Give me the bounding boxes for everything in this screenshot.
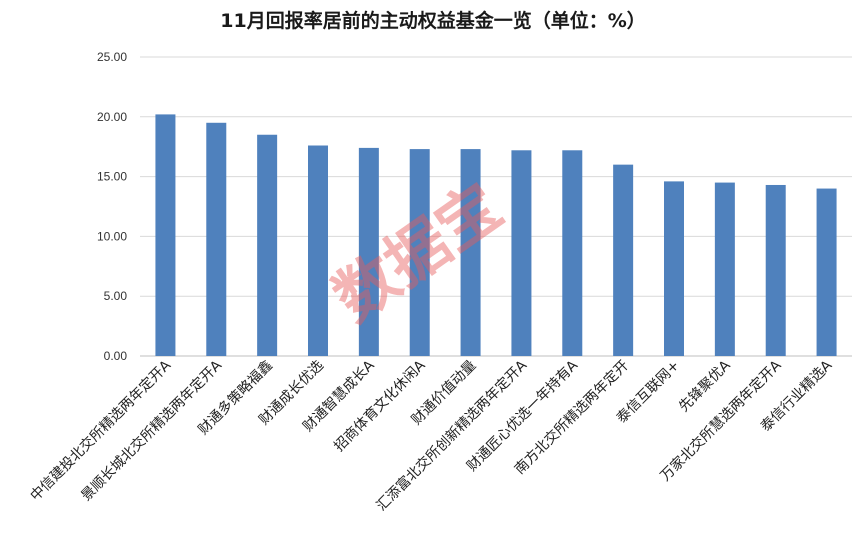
- bar: [206, 122, 227, 356]
- y-tick-label: 15.00: [97, 170, 127, 184]
- bar: [460, 149, 481, 356]
- y-tick-label: 10.00: [97, 229, 127, 243]
- bar: [613, 164, 634, 356]
- bar: [155, 114, 176, 357]
- bar: [511, 150, 532, 356]
- bar: [409, 149, 430, 356]
- x-axis-ticks: 中信建投北交所精选两年定开A景顺长城北交所精选两年定开A财通多策略福鑫财通成长优…: [27, 357, 836, 515]
- bar: [816, 188, 837, 356]
- bar: [358, 147, 379, 356]
- bar: [562, 150, 583, 356]
- bar: [664, 181, 684, 356]
- bar: [714, 182, 735, 356]
- y-tick-label: 5.00: [104, 289, 128, 303]
- y-axis-ticks: 0.00 5.00 10.00 15.00 20.00 25.00: [97, 50, 127, 363]
- y-tick-label: 25.00: [97, 50, 127, 64]
- x-tick-label: 招商体育文化休闲A: [331, 357, 429, 455]
- y-tick-label: 0.00: [104, 349, 128, 363]
- chart-title: 11月回报率居前的主动权益基金一览（单位：%）: [220, 10, 646, 32]
- bar: [765, 184, 786, 356]
- bar: [257, 134, 278, 356]
- bars: [155, 114, 837, 357]
- y-tick-label: 20.00: [97, 110, 127, 124]
- bar: [308, 145, 328, 356]
